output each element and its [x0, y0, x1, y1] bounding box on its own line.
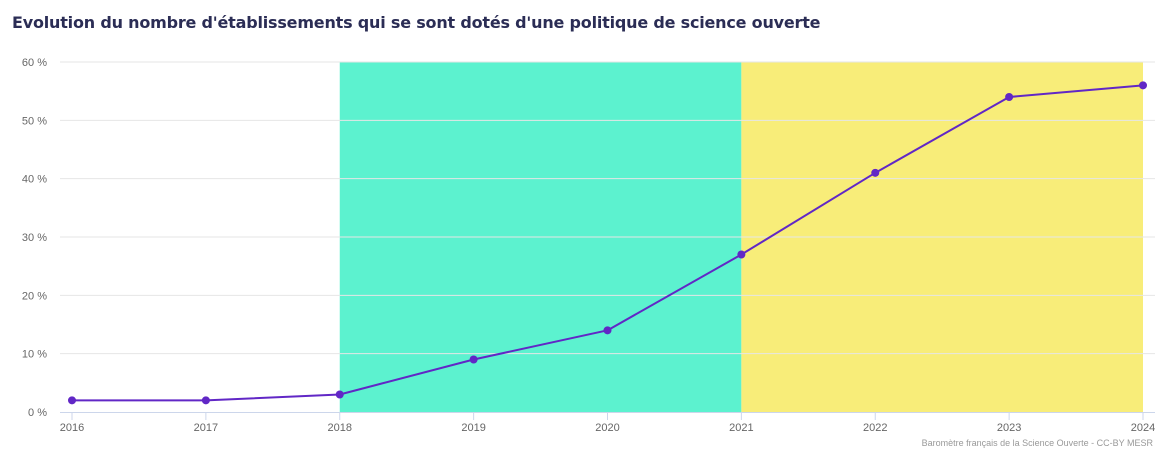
data-point[interactable] [68, 396, 76, 405]
y-tick-label: 50 % [22, 115, 47, 127]
y-tick-label: 0 % [28, 407, 47, 419]
data-point[interactable] [1005, 93, 1014, 101]
chart-credits[interactable]: Baromètre français de la Science Ouverte… [922, 438, 1154, 448]
x-tick-label: 2017 [194, 422, 218, 434]
chart-title: Evolution du nombre d'établissements qui… [12, 13, 821, 32]
data-point[interactable] [603, 326, 612, 335]
y-tick-label: 20 % [22, 290, 47, 302]
x-axis: 2016 2017 2018 2019 2020 2021 2022 2023 2024 [60, 412, 1155, 434]
data-point[interactable] [737, 250, 746, 259]
y-tick-label: 40 % [22, 174, 47, 186]
y-tick-label: 10 % [22, 349, 47, 361]
x-tick-label: 2022 [863, 422, 887, 434]
y-tick-label: 60 % [22, 57, 47, 69]
series [68, 81, 1147, 405]
x-tick-label: 2024 [1131, 422, 1155, 434]
y-tick-label: 30 % [22, 232, 47, 244]
data-point[interactable] [871, 168, 880, 177]
x-tick-label: 2016 [60, 422, 84, 434]
y-axis-ticks: 0 % 10 % 20 % 30 % 40 % 50 % 60 % [22, 57, 47, 419]
data-point[interactable] [469, 355, 478, 364]
x-tick-label: 2021 [729, 422, 753, 434]
x-tick-label: 2018 [328, 422, 352, 434]
x-tick-label: 2023 [997, 422, 1021, 434]
x-tick-label: 2019 [461, 422, 485, 434]
data-point[interactable] [335, 390, 344, 399]
data-point[interactable] [201, 396, 210, 405]
x-tick-label: 2020 [595, 422, 619, 434]
data-point[interactable] [1139, 81, 1147, 90]
gridlines [60, 61, 1155, 355]
